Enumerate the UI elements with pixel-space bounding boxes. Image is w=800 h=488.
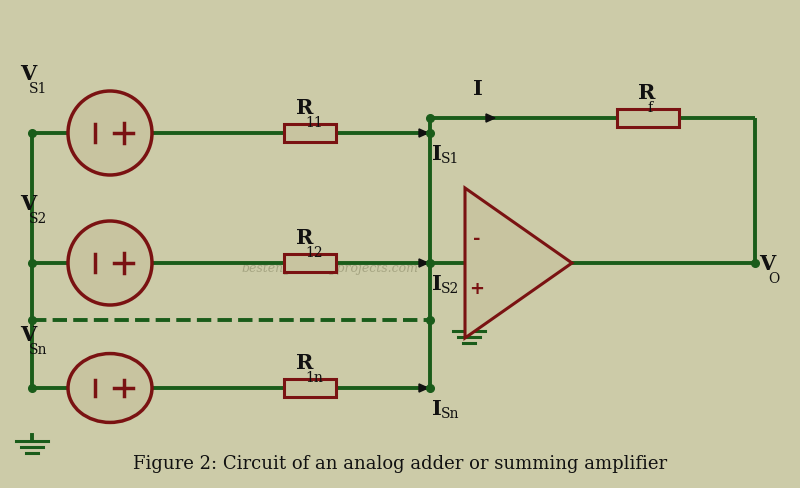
Ellipse shape: [68, 354, 152, 423]
Text: I: I: [473, 79, 483, 99]
Text: S1: S1: [30, 81, 48, 96]
FancyBboxPatch shape: [617, 110, 679, 128]
Polygon shape: [486, 115, 495, 123]
Text: S2: S2: [30, 211, 47, 225]
Text: I: I: [432, 273, 442, 293]
Ellipse shape: [68, 222, 152, 305]
Text: Figure 2: Circuit of an analog adder or summing amplifier: Figure 2: Circuit of an analog adder or …: [133, 454, 667, 472]
Text: O: O: [768, 271, 779, 285]
Text: V: V: [20, 64, 36, 84]
Text: I: I: [432, 398, 442, 418]
Ellipse shape: [68, 92, 152, 176]
Polygon shape: [465, 189, 572, 338]
Text: 1n: 1n: [306, 370, 323, 384]
Text: V: V: [20, 194, 36, 214]
Text: R: R: [296, 352, 314, 372]
Text: R: R: [296, 227, 314, 247]
Text: I: I: [432, 143, 442, 163]
Text: Sn: Sn: [442, 406, 460, 420]
Text: f: f: [647, 101, 653, 115]
Polygon shape: [419, 130, 428, 138]
Text: V: V: [759, 253, 775, 273]
Polygon shape: [419, 384, 428, 392]
Text: bestengineringprojects.com: bestengineringprojects.com: [242, 262, 418, 275]
Text: Sn: Sn: [30, 342, 48, 356]
Text: 11: 11: [306, 116, 323, 129]
Text: V: V: [20, 325, 36, 345]
Polygon shape: [419, 260, 428, 267]
FancyBboxPatch shape: [284, 379, 336, 397]
Text: S1: S1: [442, 151, 460, 165]
Text: S2: S2: [442, 281, 459, 295]
FancyBboxPatch shape: [284, 254, 336, 272]
Text: 12: 12: [306, 245, 323, 259]
FancyBboxPatch shape: [284, 125, 336, 142]
Text: +: +: [470, 279, 485, 297]
Text: -: -: [474, 230, 481, 248]
Text: R: R: [638, 83, 655, 103]
Text: R: R: [296, 98, 314, 118]
